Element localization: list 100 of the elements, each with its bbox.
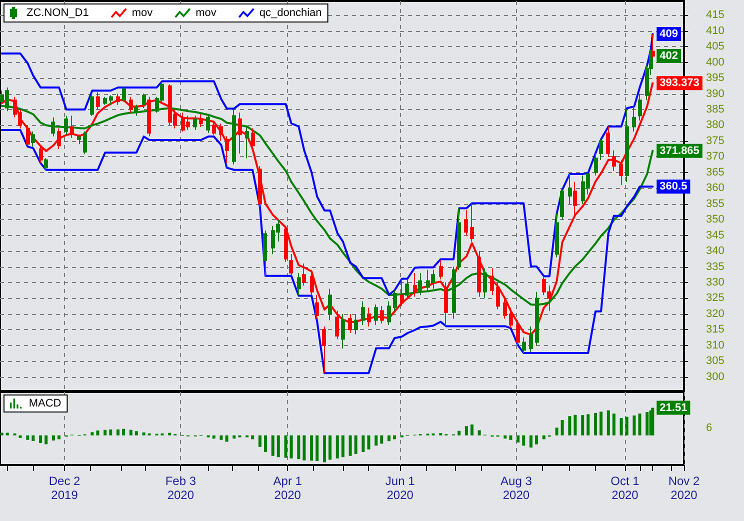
candlestick [348,313,352,334]
bar [458,430,461,436]
y-tick-label: 405 [706,40,724,53]
bar [328,435,332,460]
candlestick [193,115,197,130]
candlestick [322,326,326,374]
line-series [0,128,654,374]
candlestick [367,307,371,328]
candlestick [361,300,365,326]
y-tick-label: 335 [706,260,724,273]
candlestick [90,93,94,116]
candlestick [51,116,55,137]
text: 402 [660,50,678,62]
bar [529,435,532,448]
bar [362,435,365,452]
candlestick [483,268,487,299]
candlestick [573,181,577,217]
y-tick-label: 415 [706,9,724,22]
candlestick [284,225,288,263]
y-tick-label: 350 [706,214,724,226]
bar [220,435,223,440]
candlestick [83,131,87,155]
bar [316,435,319,462]
candlestick [26,124,30,146]
bar [594,412,598,436]
bar [271,435,274,456]
y-tick-label: 365 [706,166,724,178]
bar [26,435,30,440]
candlestick [238,112,242,154]
bar [581,415,584,436]
candlestick [638,93,642,122]
y-tick-label: 360 [706,182,724,194]
candlestick [116,93,120,106]
candlestick [568,173,572,204]
bar [560,420,564,436]
bar [134,431,138,436]
candlestick [70,115,74,138]
candlestick [297,272,301,296]
bar [632,415,636,436]
bar [341,435,344,458]
y-tick-label: 355 [706,198,724,210]
candlestick [206,115,210,134]
x-tick-label: Jun 1 2020 [385,474,416,502]
candlestick [302,263,306,286]
candlestick [374,304,378,326]
candlestick [651,34,655,58]
legend-label: mov [132,7,154,19]
x-tick-label: Oct 1 2020 [610,474,640,502]
candlestick [400,278,404,307]
bar [290,435,293,458]
bar [6,432,9,436]
candlestick [199,114,203,128]
y-tick-label: 325 [706,292,724,304]
bar [522,435,526,446]
bar [367,435,370,450]
x-tick-label: Apr 1 2020 [273,474,302,502]
candlestick [142,93,146,108]
y-tick-label: 380 [706,119,724,132]
candlestick [96,92,100,110]
bar [568,416,572,436]
legend-label: MACD [28,398,62,410]
candlestick [219,123,223,142]
bar [388,435,391,442]
candlestick [522,337,526,354]
bar [284,435,288,458]
legend-label: mov [196,7,217,19]
candlestick [380,306,384,324]
bar [504,435,507,439]
bar [276,435,280,458]
bar [646,412,649,436]
y-tick-label: 330 [706,276,724,288]
candlestick [245,124,249,159]
candlestick [103,96,107,106]
candlestick [490,268,494,296]
bar [122,428,126,436]
candlestick [457,208,461,270]
candlestick [147,96,151,137]
bar [44,435,48,444]
bar [336,435,339,458]
bar [393,435,396,440]
candlestick [418,272,422,296]
bar [258,435,262,447]
candlestick [315,294,319,320]
candlestick [225,136,229,164]
candlestick [44,158,48,170]
bar [212,435,216,439]
candlestick [310,269,314,296]
y-tick-label: 310 [706,339,724,352]
bar [232,435,236,439]
candlestick [470,202,474,242]
bar [516,435,520,442]
bar [129,430,132,436]
bar [52,435,55,440]
candlestick [251,128,255,150]
bar [535,435,538,444]
bar [142,432,146,436]
bar [104,430,107,436]
bar [464,426,468,436]
x-tick-label: Nov 2 2020 [668,474,700,502]
y-tick-label: 375 [706,134,724,147]
